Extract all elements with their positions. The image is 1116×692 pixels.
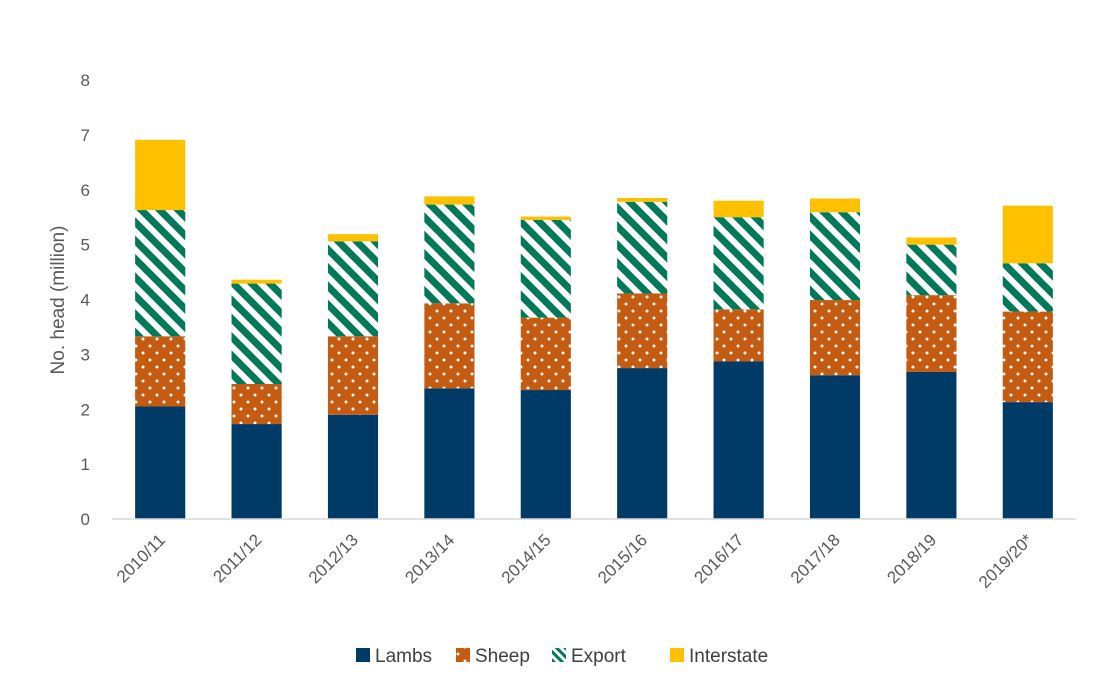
legend-swatch <box>356 648 370 662</box>
bar-sheep <box>617 293 668 369</box>
bar-lambs <box>809 375 861 519</box>
legend-item-sheep: Sheep <box>456 646 530 667</box>
legend-swatch <box>670 648 684 662</box>
bar-export <box>424 204 475 304</box>
bar-lambs <box>135 406 186 519</box>
legend-item-export: Export <box>552 646 627 667</box>
y-tick-label: 6 <box>81 181 90 200</box>
y-axis-title: No. head (million) <box>48 226 69 375</box>
bar-sheep <box>520 317 571 391</box>
x-tick-label: 2014/15 <box>498 530 555 587</box>
bar-lambs <box>617 368 668 519</box>
x-tick-label: 2010/11 <box>113 530 169 586</box>
bar-interstate <box>327 234 379 242</box>
bar-export <box>906 244 957 296</box>
y-tick-label: 3 <box>81 345 90 364</box>
bar-lambs <box>231 424 282 519</box>
bar-export <box>327 241 379 337</box>
bar-interstate <box>424 196 475 205</box>
x-tick-label: 2011/12 <box>209 530 265 586</box>
bar-interstate <box>135 139 186 211</box>
bar-sheep <box>906 295 957 372</box>
y-tick-label: 8 <box>81 71 90 90</box>
x-tick-label: 2013/14 <box>401 530 458 587</box>
bar-export <box>135 210 186 337</box>
bar-interstate <box>231 279 282 284</box>
x-tick-label: 2018/19 <box>883 530 940 587</box>
bar-interstate <box>520 216 571 220</box>
bar-sheep <box>809 300 861 376</box>
bar-interstate <box>1002 205 1053 264</box>
bar-export <box>231 283 282 385</box>
bar-export <box>713 217 764 310</box>
y-tick-label: 1 <box>81 455 90 474</box>
bar-sheep <box>327 336 379 415</box>
legend-label: Sheep <box>475 646 530 667</box>
bar-interstate <box>617 197 668 202</box>
legend-label: Interstate <box>689 646 768 667</box>
bar-sheep <box>713 309 764 362</box>
x-axis-ticks: 2010/11 2011/12 2012/13 2013/14 2014/15 2015/… <box>113 530 1037 592</box>
x-tick-label: 2012/13 <box>305 530 362 587</box>
bar-sheep <box>135 336 186 407</box>
y-tick-label: 4 <box>81 291 90 310</box>
legend-item-lambs: Lambs <box>356 646 432 667</box>
x-tick-label: 2017/18 <box>787 530 844 587</box>
legend-swatch <box>552 648 566 662</box>
y-tick-label: 7 <box>81 126 90 145</box>
bar-export <box>617 201 668 294</box>
legend-item-interstate: Interstate <box>670 646 768 667</box>
x-tick-label: 2015/16 <box>594 530 651 587</box>
legend: Lambs Sheep Export Interstate <box>356 646 768 667</box>
bar-lambs <box>327 414 379 519</box>
bar-interstate <box>809 198 861 213</box>
bar-interstate <box>906 237 957 245</box>
bar-lambs <box>520 390 571 519</box>
bar-lambs <box>1002 402 1053 519</box>
bar-sheep <box>424 303 475 389</box>
x-tick-label: 2019/20* <box>975 530 1037 592</box>
y-tick-label: 2 <box>81 400 90 419</box>
bar-sheep <box>1002 311 1053 403</box>
bar-export <box>520 219 571 318</box>
y-tick-label: 5 <box>81 236 90 255</box>
legend-label: Export <box>571 646 627 667</box>
bar-lambs <box>424 388 475 519</box>
bar-export <box>1002 263 1053 312</box>
bar-sheep <box>231 384 282 425</box>
y-axis-ticks: 0 1 2 3 4 5 6 7 8 <box>81 71 90 529</box>
legend-swatch <box>456 648 470 662</box>
bar-export <box>809 212 861 301</box>
bar-lambs <box>906 371 957 519</box>
bars <box>135 139 1053 519</box>
legend-label: Lambs <box>375 646 432 667</box>
bar-interstate <box>713 200 764 218</box>
bar-lambs <box>713 361 764 519</box>
y-tick-label: 0 <box>81 510 90 529</box>
x-tick-label: 2016/17 <box>691 530 748 587</box>
